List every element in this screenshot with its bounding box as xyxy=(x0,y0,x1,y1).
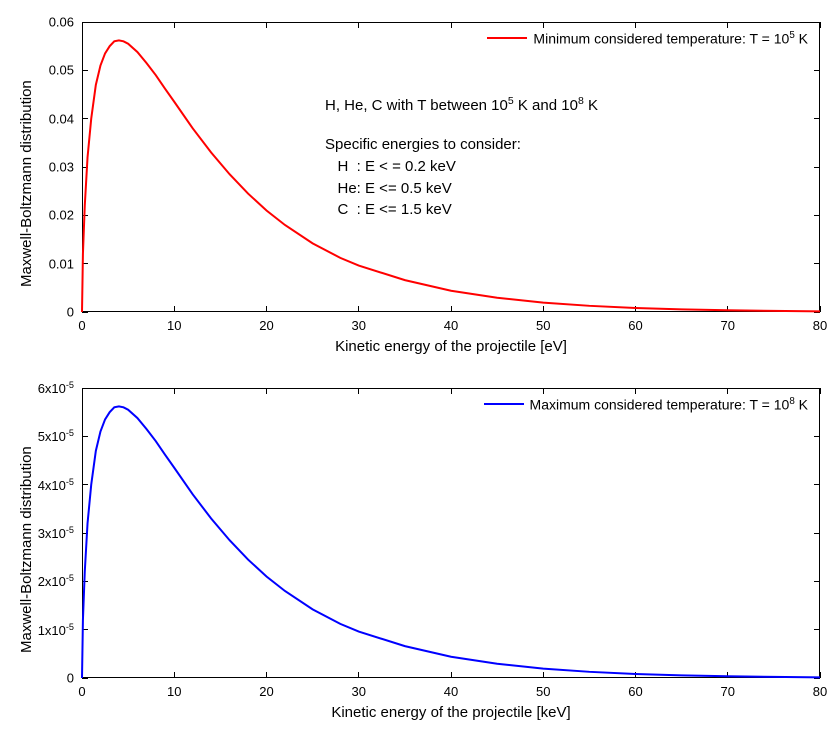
figure: { "figure": { "width": 840, "height": 73… xyxy=(0,0,840,734)
curve-panel2 xyxy=(0,0,840,734)
